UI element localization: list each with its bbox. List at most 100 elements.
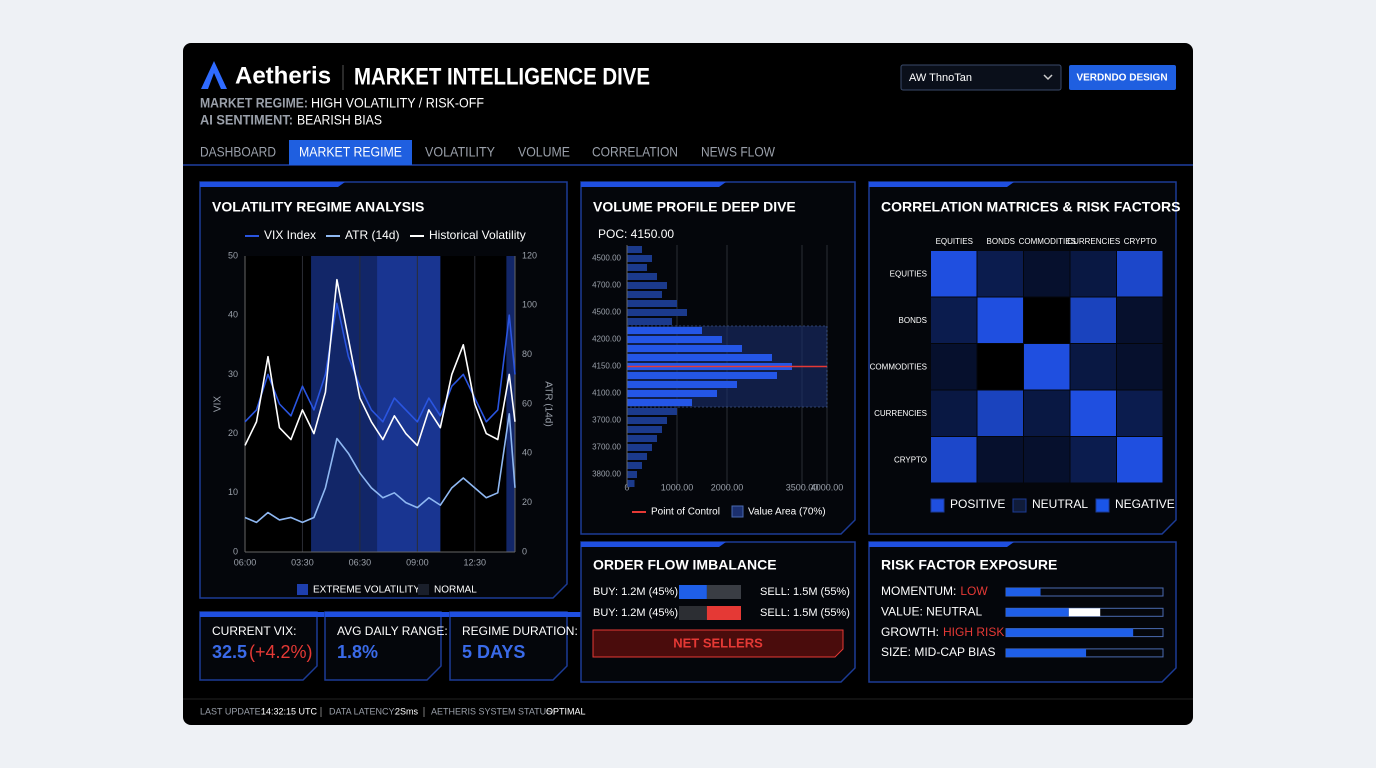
heat-cell [1024,344,1070,390]
x-tick-label: 4000.00 [811,482,844,492]
panel-title: VOLATILITY REGIME ANALYSIS [212,199,424,215]
volume-bar [627,417,667,424]
volume-bar [627,480,635,487]
legend-label: Historical Volatility [429,228,526,242]
legend-swatch [297,584,308,595]
y-tick-label: 4500.00 [592,254,621,263]
y-tick-label: 0 [233,546,238,556]
tab[interactable]: VOLUME [518,144,570,160]
panel-accent [581,542,726,547]
footer-label: AETHERIS SYSTEM STATUS: [431,706,555,716]
column-label: EQUITIES [936,237,973,246]
volume-bar [627,318,672,325]
footer-label: DATA LATENCY: [329,706,397,716]
panel-accent [325,612,470,617]
volume-bar [627,345,742,352]
heat-cell [977,297,1023,343]
brand: Aetheris [235,62,331,89]
legend-swatch [418,584,429,595]
signal: NET SELLERS [673,635,763,650]
panel-accent [200,182,345,187]
volume-bar [627,255,652,262]
heat-cell [1070,390,1116,436]
row-label: EQUITIES [890,269,927,278]
heat-cell [977,437,1023,483]
heat-cell [931,297,977,343]
kpi-label: REGIME DURATION: [462,624,578,638]
x-tick-label: 2000.00 [711,482,744,492]
tab[interactable]: DASHBOARD [200,144,276,160]
legend-label: Value Area (70%) [748,507,826,518]
legend-swatch [1012,498,1027,513]
extreme-region [506,256,515,552]
y2-tick-label: 100 [522,300,537,310]
heat-cell [1070,251,1116,297]
risk-label: SIZE: MID-CAP BIAS [881,645,995,659]
legend-label: NORMAL [434,585,477,596]
volume-bar [627,282,667,289]
risk-bar [1006,608,1069,617]
buy-bar [679,606,707,620]
volume-bar [627,408,677,415]
volume-bar [627,354,772,361]
kpi-label: CURRENT VIX: [212,624,296,638]
column-label: COMMODITIES [1019,237,1076,246]
y-tick-label: 40 [228,310,238,320]
heat-cell [977,344,1023,390]
signal-box [592,629,844,658]
tab[interactable]: NEWS FLOW [701,144,776,160]
heat-cell [1117,344,1163,390]
button[interactable] [1069,65,1176,90]
heat-cell [1117,297,1163,343]
heat-cell [1070,344,1116,390]
legend-swatch [1095,498,1110,513]
annotation: POC: 4150.00 [598,227,674,241]
row-label: CURRENCIES [874,409,927,418]
heat-cell [1070,297,1116,343]
risk-value: LOW [960,584,988,598]
risk-label: GROWTH: [881,625,939,639]
y-tick-label: 4100.00 [592,389,621,398]
footer-label: LAST UPDATE: [200,706,263,716]
sentiment-value: BEARISH BIAS [297,112,382,128]
y-tick-label: 20 [228,428,238,438]
title: MARKET INTELLIGENCE DIVE [354,63,650,90]
heat-cell [931,390,977,436]
risk-bar [1006,588,1041,596]
y2-tick-label: 80 [522,349,532,359]
kpi-label: AVG DAILY RANGE: [337,624,448,638]
y-tick-label: 50 [228,250,238,260]
volume-bar [627,399,692,406]
risk-value: HIGH RISK [943,625,1004,639]
heat-cell [1070,437,1116,483]
y-tick-label: 4700.00 [592,281,621,290]
panel-title: VOLUME PROFILE DEEP DIVE [593,199,796,215]
volume-bar [627,264,647,271]
tab[interactable]: VOLATILITY [425,144,496,160]
kpi-change: (+4.2%) [249,642,313,662]
select[interactable] [900,64,1062,91]
legend-label: NEUTRAL [1032,497,1088,511]
sell-label: SELL: 1.5M (55%) [760,586,850,598]
legend-label: VIX Index [264,228,316,242]
volume-bar [627,471,637,478]
tab[interactable]: MARKET REGIME [299,144,402,160]
heat-cell [1024,297,1070,343]
y-tick-label: 3700.00 [592,443,621,452]
heat-cell [931,344,977,390]
x-tick-label: 1000.00 [661,482,694,492]
y-tick-label: 4500.00 [592,308,621,317]
regime-value: HIGH VOLATILITY / RISK-OFF [311,95,484,111]
y-tick-label: 4150.00 [592,362,621,371]
volume-bar [627,444,652,451]
y-label: VIX [213,396,224,412]
row-label: BONDS [899,316,927,325]
heat-cell [977,390,1023,436]
volume-bar [627,435,657,442]
x-tick-label: 3500.00 [786,482,819,492]
kpi-value: 1.8% [337,642,378,662]
tab[interactable]: CORRELATION [592,144,678,160]
footer-value: 2Sms [395,706,419,716]
sell-label: SELL: 1.5M (55%) [760,607,850,619]
sell-bar [706,585,741,599]
